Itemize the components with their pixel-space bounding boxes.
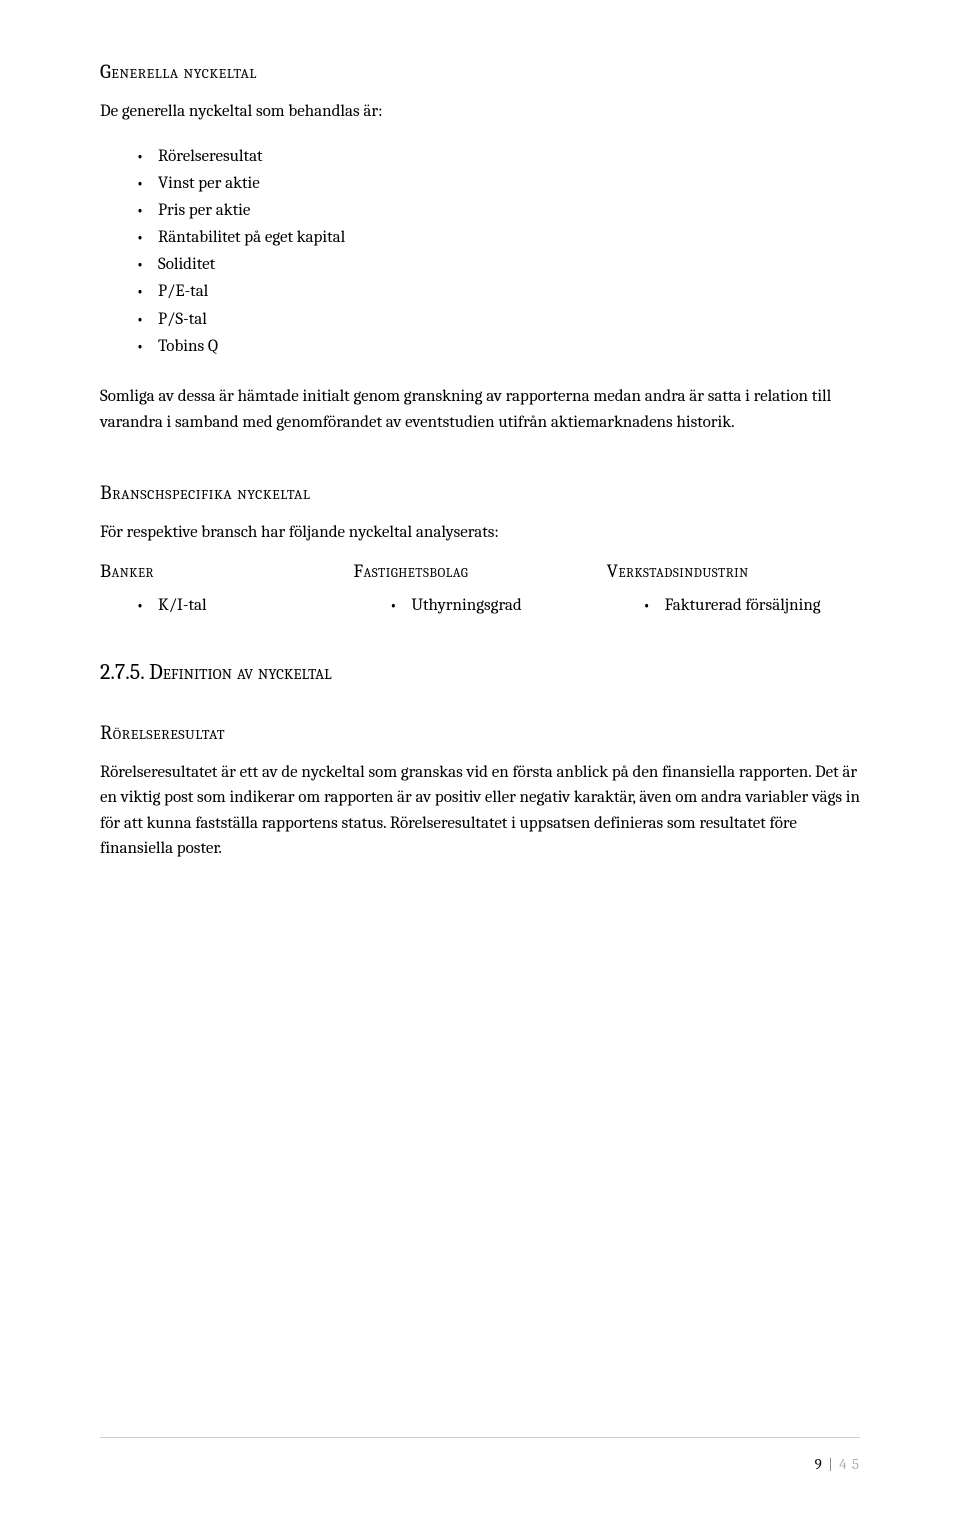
para-generella: Somliga av dessa är hämtade initialt gen… bbox=[100, 384, 860, 435]
list-generella: Rörelseresultat Vinst per aktie Pris per… bbox=[100, 143, 860, 361]
heading-bransch: Branschspecifika nyckeltal bbox=[100, 481, 860, 504]
list-item: P/S-tal bbox=[136, 306, 860, 333]
list-item: Soliditet bbox=[136, 251, 860, 278]
col-list-verkstad: Fakturerad försäljning bbox=[607, 592, 860, 619]
section-branschspecifika: Branschspecifika nyckeltal För respektiv… bbox=[100, 481, 860, 619]
heading-number: 2.7.5. bbox=[100, 659, 144, 685]
list-item: Rörelseresultat bbox=[136, 143, 860, 170]
col-fastighet: Fastighetsbolag Uthyrningsgrad bbox=[353, 560, 606, 619]
list-item: Räntabilitet på eget kapital bbox=[136, 224, 860, 251]
columns-bransch: Banker K/I-tal Fastighetsbolag Uthyrning… bbox=[100, 560, 860, 619]
heading-title: Definition av nyckeltal bbox=[149, 659, 332, 685]
heading-definition: 2.7.5. Definition av nyckeltal bbox=[100, 659, 860, 685]
para-rorelseresultat: Rörelseresultatet är ett av de nyckeltal… bbox=[100, 760, 860, 862]
col-heading-banker: Banker bbox=[100, 560, 353, 582]
page-separator: | bbox=[828, 1455, 833, 1473]
heading-generella: Generella nyckeltal bbox=[100, 60, 860, 83]
list-item: K/I-tal bbox=[136, 592, 353, 619]
list-item: Vinst per aktie bbox=[136, 170, 860, 197]
col-list-banker: K/I-tal bbox=[100, 592, 353, 619]
page-number: 9 bbox=[815, 1455, 822, 1473]
list-item: Fakturerad försäljning bbox=[643, 592, 860, 619]
section-rorelseresultat: Rörelseresultat Rörelseresultatet är ett… bbox=[100, 721, 860, 862]
list-item: Tobins Q bbox=[136, 333, 860, 360]
intro-generella: De generella nyckeltal som behandlas är: bbox=[100, 99, 860, 125]
intro-bransch: För respektive bransch har följande nyck… bbox=[100, 520, 860, 546]
col-heading-fastighet: Fastighetsbolag bbox=[353, 560, 606, 582]
section-generella: Generella nyckeltal De generella nyckelt… bbox=[100, 60, 860, 435]
col-heading-verkstad: Verkstadsindustrin bbox=[607, 560, 860, 582]
col-list-fastighet: Uthyrningsgrad bbox=[353, 592, 606, 619]
list-item: P/E-tal bbox=[136, 278, 860, 305]
col-banker: Banker K/I-tal bbox=[100, 560, 353, 619]
list-item: Pris per aktie bbox=[136, 197, 860, 224]
page-footer: 9 | 4 5 bbox=[815, 1455, 860, 1473]
heading-rorelseresultat: Rörelseresultat bbox=[100, 721, 860, 744]
footer-divider bbox=[100, 1437, 860, 1438]
col-verkstad: Verkstadsindustrin Fakturerad försäljnin… bbox=[607, 560, 860, 619]
list-item: Uthyrningsgrad bbox=[389, 592, 606, 619]
page-total: 4 5 bbox=[839, 1455, 860, 1473]
